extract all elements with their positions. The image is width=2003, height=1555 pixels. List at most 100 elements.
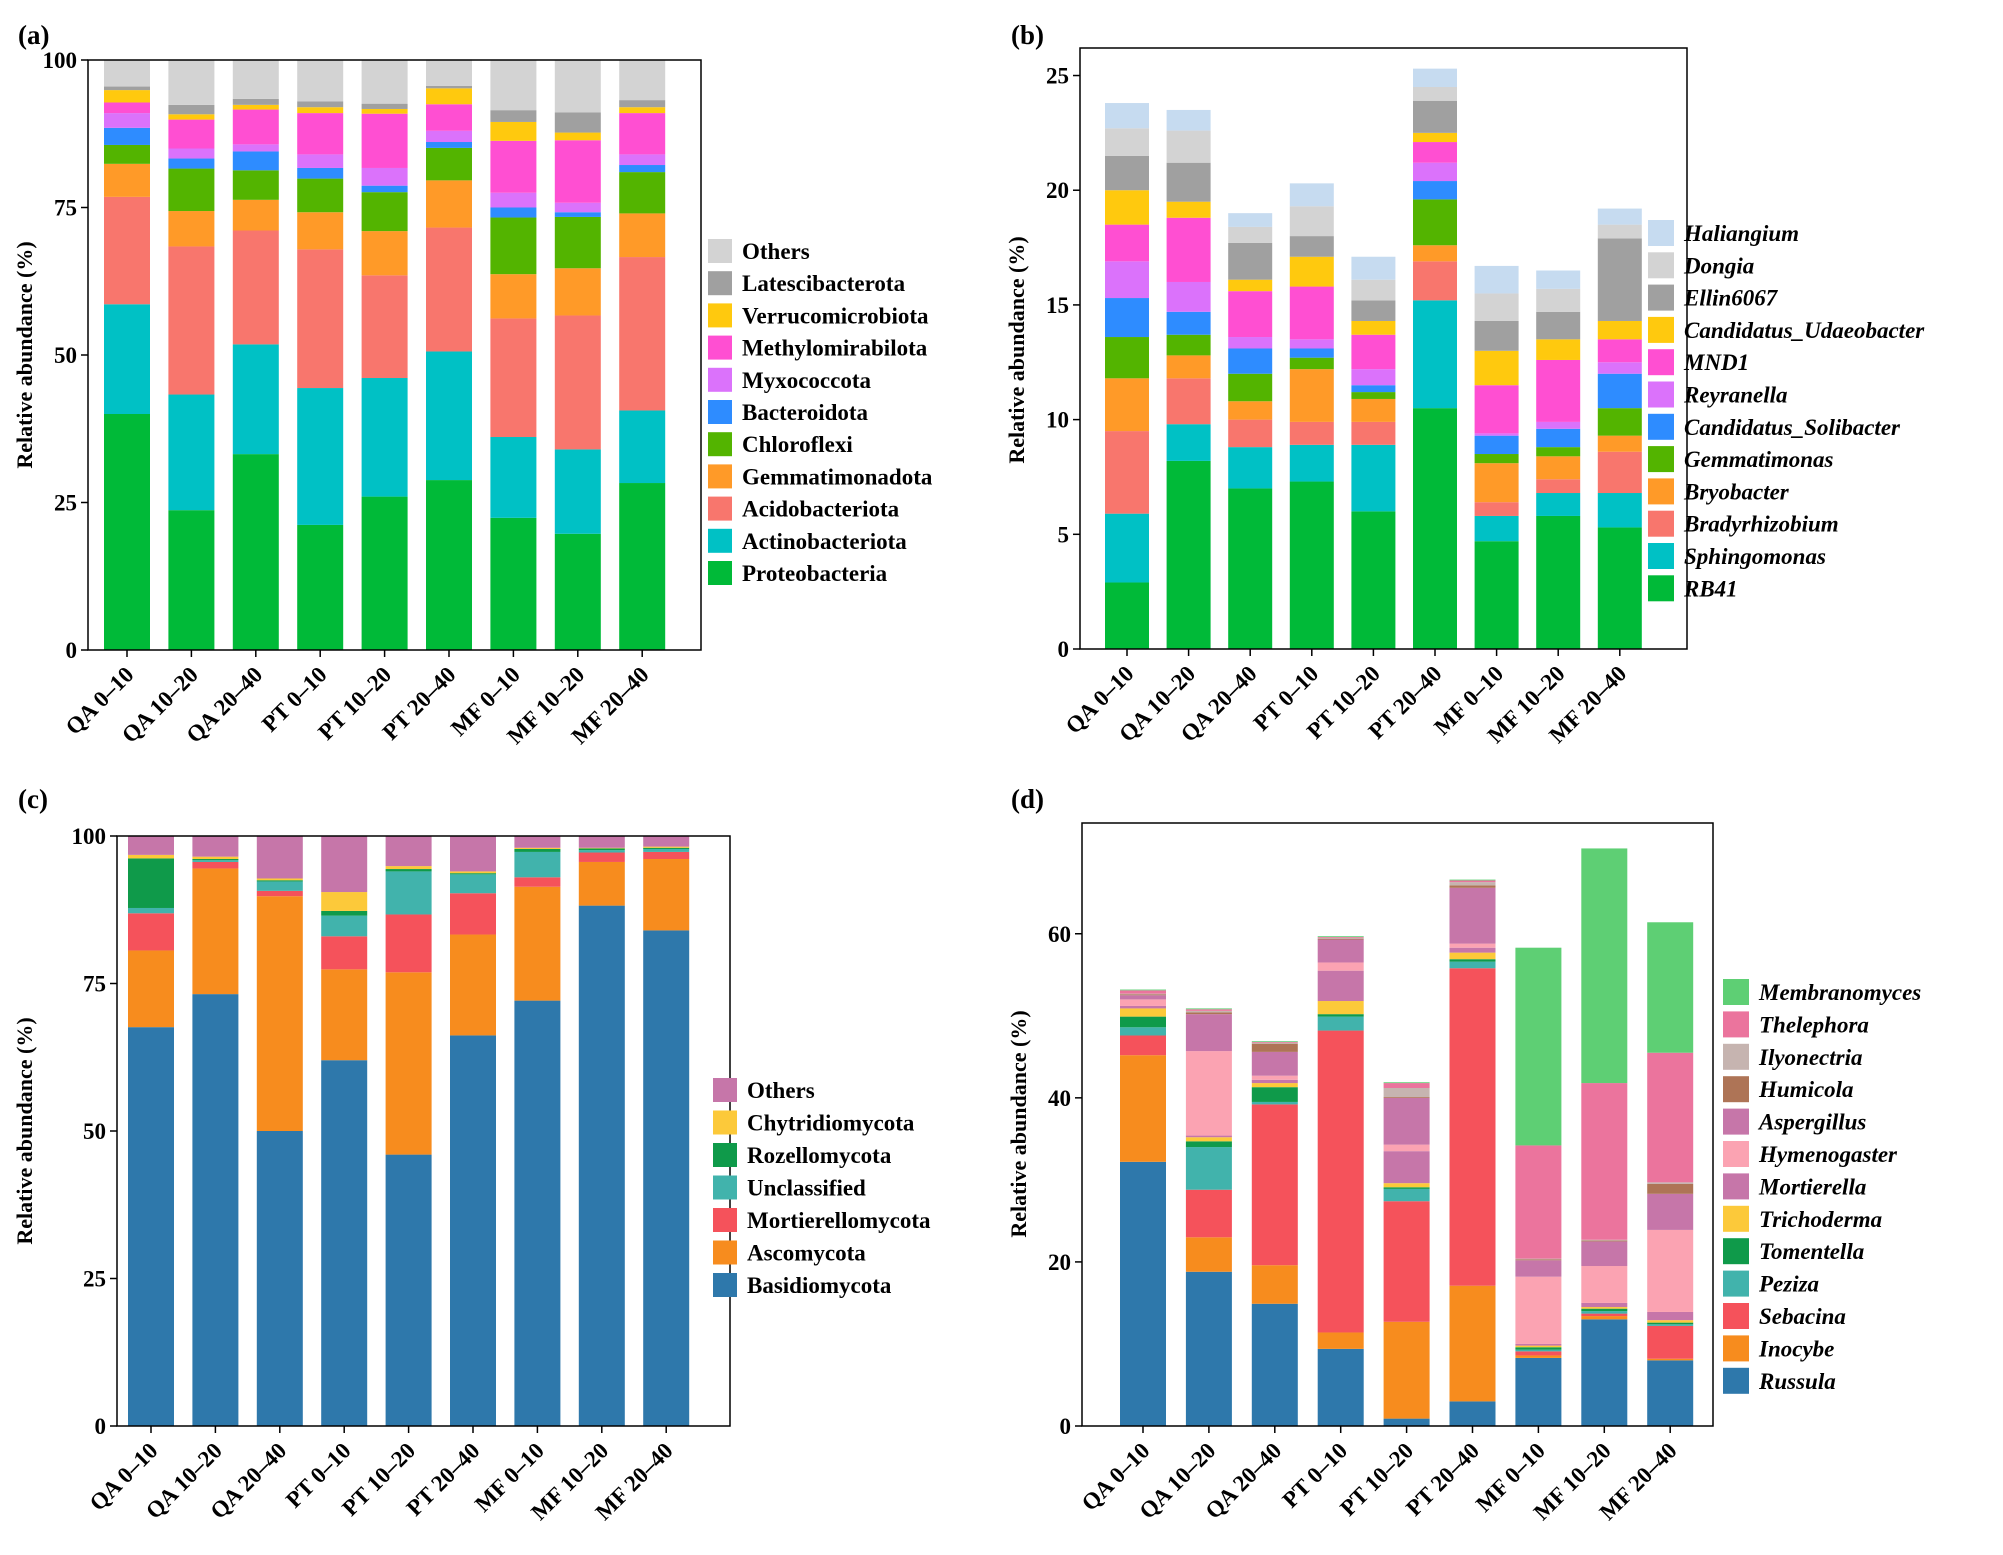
bar-b-3-sphingomonas [1289, 444, 1334, 482]
bar-c-2-chytridiomycota [256, 878, 303, 881]
legend-label: Tomentella [1759, 1239, 1864, 1264]
bar-d-0-aspergillus [1120, 995, 1166, 1000]
bar-d-6-aspergillus [1515, 1260, 1562, 1277]
bar-c-0-unclassified [128, 907, 174, 914]
bar-a-2-myxococcota [232, 144, 279, 152]
bar-d-1-ilyonectria [1185, 1010, 1232, 1013]
legend-swatch [713, 1078, 737, 1102]
bar-d-3-peziza [1317, 1016, 1364, 1031]
bar-d-0-peziza [1120, 1027, 1166, 1036]
bar-d-8-hymenogaster [1647, 1229, 1694, 1312]
y-tick-label: 20 [1046, 178, 1069, 203]
legend-swatch [1723, 1367, 1749, 1394]
legend-label: Ilyonectria [1758, 1045, 1863, 1070]
bar-c-5-others [450, 836, 496, 872]
bar-b-8-haliangium [1597, 208, 1642, 225]
bar-a-6-chloroflexi [490, 217, 537, 275]
bar-d-5-trichoderma [1449, 952, 1496, 960]
legend-label: Latescibacterota [742, 271, 906, 296]
bar-b-0-sphingomonas [1105, 513, 1149, 583]
bar-a-0-myxococcota [104, 113, 150, 128]
bar-d-0-humicola [1120, 994, 1166, 996]
bar-b-3-ellin6067 [1289, 236, 1334, 257]
bar-c-2-unclassified [256, 881, 303, 891]
y-tick-label: 50 [54, 343, 77, 368]
bar-d-2-hymenogaster [1251, 1075, 1298, 1080]
bar-a-3-latescibacterota [297, 101, 344, 108]
bar-d-2-russula [1251, 1303, 1298, 1426]
legend-label: Ascomycota [747, 1241, 866, 1266]
bar-a-7-others [554, 60, 601, 113]
y-tick-label: 100 [43, 48, 78, 73]
legend-label: Proteobacteria [742, 561, 888, 586]
legend-swatch [708, 335, 732, 360]
bar-b-8-dongia [1597, 224, 1642, 239]
legend-label: Rozellomycota [747, 1143, 892, 1168]
legend-label: RB41 [1683, 576, 1738, 601]
legend-label: Membranomyces [1758, 980, 1921, 1005]
bar-a-0-actinobacteriota [104, 304, 150, 414]
bar-b-1-mnd1 [1166, 217, 1211, 282]
bar-d-2-mortierella [1251, 1079, 1298, 1084]
bar-c-1-others [192, 836, 239, 857]
bar-c-0-basidiomycota [128, 1027, 174, 1426]
bar-d-3-russula [1317, 1348, 1364, 1426]
legend-swatch [1723, 1076, 1749, 1103]
bar-c-7-ascomycota [578, 861, 625, 906]
legend-label: Mortierella [1758, 1174, 1866, 1199]
bar-b-6-candidatus-solibacter [1474, 435, 1519, 455]
legend-swatch [1723, 1043, 1749, 1070]
panel-label: (d) [1011, 784, 1044, 814]
legend-swatch [1648, 575, 1674, 602]
bar-b-4-mnd1 [1351, 334, 1396, 370]
bar-b-7-sphingomonas [1536, 493, 1581, 516]
legend-label: Bacteroidota [742, 400, 869, 425]
bar-d-2-tomentella [1251, 1087, 1298, 1102]
bar-d-2-membranomyces [1251, 1041, 1298, 1043]
bars [128, 836, 690, 1426]
bar-a-3-chloroflexi [297, 178, 344, 213]
bar-d-1-tomentella [1185, 1141, 1232, 1148]
bar-d-4-sebacina [1383, 1201, 1430, 1322]
bar-d-4-ilyonectria [1383, 1087, 1430, 1098]
bar-c-3-unclassified [321, 915, 368, 937]
bar-d-6-hymenogaster [1515, 1276, 1562, 1344]
y-axis-label: Relative abundance (%) [12, 1017, 37, 1244]
bar-a-3-bacteroidota [297, 167, 344, 179]
bar-a-0-proteobacteria [104, 414, 150, 650]
bar-a-6-latescibacterota [490, 110, 537, 122]
bar-b-6-sphingomonas [1474, 515, 1519, 542]
bar-b-2-dongia [1228, 226, 1273, 243]
bar-d-4-aspergillus [1383, 1097, 1430, 1145]
bar-c-4-basidiomycota [385, 1154, 432, 1426]
bar-d-6-sebacina [1515, 1351, 1562, 1356]
bar-d-7-aspergillus [1581, 1241, 1628, 1267]
bar-a-5-verrucomicrobiota [426, 88, 472, 105]
bar-b-4-candidatus-solibacter [1351, 385, 1396, 393]
bars [1105, 68, 1642, 649]
legend-label: Chloroflexi [742, 432, 853, 457]
bar-b-4-bradyrhizobium [1351, 421, 1396, 445]
bar-d-3-trichoderma [1317, 1001, 1364, 1015]
bar-b-2-rb41 [1228, 488, 1273, 649]
bar-a-7-chloroflexi [554, 216, 601, 269]
bar-c-3-ascomycota [321, 969, 368, 1061]
bar-b-6-ellin6067 [1474, 320, 1519, 351]
bar-a-3-gemmatimonadota [297, 212, 344, 250]
bar-b-8-sphingomonas [1597, 493, 1642, 528]
bar-a-1-latescibacterota [168, 104, 215, 115]
legend-label: Humicola [1758, 1077, 1854, 1102]
legend-swatch [713, 1175, 737, 1200]
bars [104, 59, 666, 650]
bar-b-6-bradyrhizobium [1474, 502, 1519, 516]
bar-d-5-membranomyces [1449, 879, 1496, 881]
bar-a-4-others [361, 60, 408, 104]
bar-d-7-peziza [1581, 1311, 1628, 1314]
bar-a-6-proteobacteria [490, 517, 537, 650]
bar-d-8-humicola [1647, 1183, 1694, 1194]
bar-a-7-acidobacteriota [554, 315, 601, 450]
bar-a-4-gemmatimonadota [361, 231, 408, 276]
panel-label: (b) [1011, 20, 1044, 50]
